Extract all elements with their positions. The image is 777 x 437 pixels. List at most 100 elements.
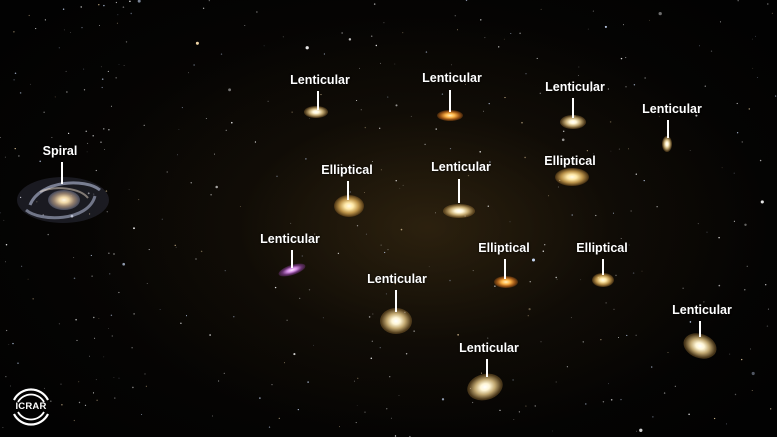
logo-rings-icon <box>13 388 49 426</box>
star <box>39 160 41 163</box>
star <box>353 380 356 382</box>
star <box>214 153 215 155</box>
star <box>658 11 662 16</box>
star <box>441 398 445 401</box>
star <box>103 4 105 7</box>
star <box>387 249 389 251</box>
star <box>610 399 613 401</box>
star <box>359 67 360 69</box>
star <box>618 337 619 338</box>
star <box>488 102 490 105</box>
label-lenticular: Lenticular <box>422 71 482 85</box>
star <box>60 383 62 385</box>
star <box>98 317 100 319</box>
star <box>454 14 457 17</box>
star <box>212 415 213 417</box>
star <box>368 316 371 318</box>
star <box>132 386 134 389</box>
star <box>305 158 307 160</box>
star <box>618 148 620 150</box>
star <box>471 401 474 404</box>
star <box>379 127 381 129</box>
star <box>193 64 195 66</box>
star <box>410 115 412 117</box>
star <box>122 6 125 8</box>
star <box>54 96 56 98</box>
star <box>721 167 723 169</box>
star <box>96 399 98 401</box>
star <box>98 4 100 6</box>
star <box>756 77 758 79</box>
star <box>480 19 482 21</box>
star <box>744 289 746 291</box>
pointer-line <box>572 98 574 118</box>
label-lenticular: Lenticular <box>290 73 350 87</box>
star <box>528 308 531 311</box>
star <box>689 150 691 151</box>
star <box>540 8 542 10</box>
star <box>536 57 538 59</box>
star <box>372 160 374 162</box>
star <box>17 362 19 364</box>
star <box>746 265 748 267</box>
star <box>14 72 17 74</box>
star <box>35 28 37 30</box>
spiral-galaxy-core <box>48 190 80 210</box>
star <box>620 57 623 60</box>
star <box>323 53 325 55</box>
star <box>159 309 161 310</box>
star <box>84 404 87 406</box>
pointer-line <box>667 120 669 138</box>
star <box>86 151 88 153</box>
star <box>131 347 133 349</box>
star <box>202 7 205 9</box>
star <box>766 325 769 327</box>
star <box>449 147 452 150</box>
star <box>632 272 635 274</box>
star <box>70 32 71 33</box>
star <box>100 66 102 68</box>
star <box>379 347 381 349</box>
star <box>737 0 739 2</box>
star <box>529 281 531 283</box>
star <box>380 244 382 246</box>
star <box>341 32 343 34</box>
star <box>103 128 105 130</box>
star <box>10 385 11 387</box>
label-elliptical: Elliptical <box>576 241 628 255</box>
star <box>710 50 713 52</box>
star <box>625 57 627 59</box>
star <box>592 152 594 154</box>
star <box>519 32 521 35</box>
star <box>104 149 106 151</box>
star <box>521 121 523 124</box>
logo-text: ICRAR <box>15 401 47 412</box>
star <box>628 148 629 150</box>
star <box>78 401 81 404</box>
star <box>601 85 604 88</box>
star <box>254 141 256 143</box>
star <box>364 411 366 413</box>
star <box>375 44 377 47</box>
star <box>635 173 637 175</box>
star <box>630 210 632 212</box>
star <box>498 46 500 48</box>
star <box>313 344 314 346</box>
label-elliptical: Elliptical <box>478 241 530 255</box>
star <box>100 141 102 143</box>
star <box>472 270 474 272</box>
star <box>755 35 756 37</box>
star <box>67 132 70 135</box>
star <box>370 357 373 360</box>
star <box>402 184 404 186</box>
star <box>514 345 516 347</box>
star <box>439 79 441 81</box>
star <box>111 335 113 337</box>
star <box>32 298 34 300</box>
star <box>405 353 408 355</box>
star <box>339 426 340 428</box>
star <box>61 404 63 406</box>
star <box>91 275 93 277</box>
star <box>228 88 232 92</box>
star <box>540 341 542 343</box>
